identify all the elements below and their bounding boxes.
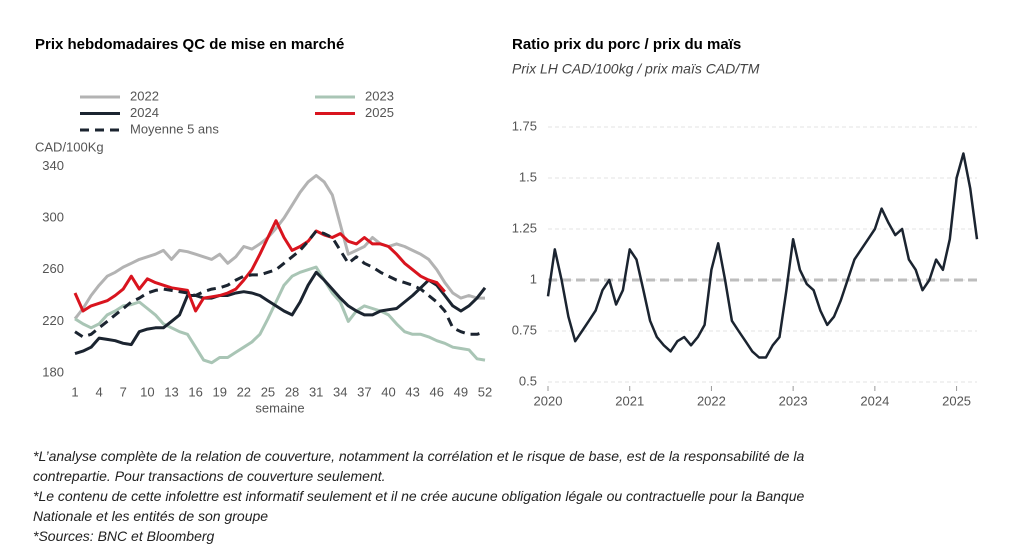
x-tick-label: 31 bbox=[309, 384, 323, 399]
x-tick-label: 49 bbox=[454, 384, 468, 399]
x-tick-label: 22 bbox=[237, 384, 251, 399]
y-tick-label: 340 bbox=[42, 158, 64, 173]
x-tick-label: 16 bbox=[188, 384, 202, 399]
data-line bbox=[74, 229, 486, 339]
note: *Sources: BNC et Bloomberg bbox=[33, 528, 215, 544]
legend-label: 2025 bbox=[365, 105, 394, 120]
y-tick-label: 1.75 bbox=[512, 118, 537, 133]
y-tick-label: 180 bbox=[42, 364, 64, 379]
legend-label: 2023 bbox=[365, 88, 394, 103]
x-tick-label: 46 bbox=[430, 384, 444, 399]
data-line bbox=[74, 270, 487, 356]
x-tick-label: 13 bbox=[164, 384, 178, 399]
x-tick-label: 1 bbox=[71, 384, 78, 399]
legend-label: Moyenne 5 ans bbox=[130, 121, 219, 136]
x-tick-label: 2022 bbox=[697, 393, 726, 408]
x-tick-label: 43 bbox=[405, 384, 419, 399]
y-tick-label: 260 bbox=[42, 261, 64, 276]
x-tick-label: 19 bbox=[212, 384, 226, 399]
x-tick-label: 52 bbox=[478, 384, 492, 399]
y-tick-label: 0.75 bbox=[512, 322, 537, 337]
chart-title: Prix hebdomadaires QC de mise en marché bbox=[35, 36, 344, 53]
x-tick-label: 2023 bbox=[779, 393, 808, 408]
legend-label: 2022 bbox=[130, 88, 159, 103]
x-tick-label: 7 bbox=[120, 384, 127, 399]
chart-title: Ratio prix du porc / prix du maïs bbox=[512, 36, 741, 53]
x-tick-label: 40 bbox=[381, 384, 395, 399]
y-axis-label: CAD/100Kg bbox=[35, 139, 104, 154]
data-line bbox=[546, 152, 979, 359]
x-tick-label: 2024 bbox=[860, 393, 889, 408]
note: *L’analyse complète de la relation de co… bbox=[33, 448, 805, 484]
x-tick-label: 2021 bbox=[615, 393, 644, 408]
footnotes: *L’analyse complète de la relation de co… bbox=[33, 446, 833, 546]
legend-label: 2024 bbox=[130, 105, 159, 120]
y-tick-label: 1 bbox=[530, 271, 537, 286]
data-line bbox=[74, 265, 486, 365]
y-tick-label: 220 bbox=[42, 313, 64, 328]
data-line bbox=[73, 174, 485, 320]
y-tick-label: 1.25 bbox=[512, 220, 537, 235]
data-line bbox=[73, 219, 446, 313]
chart: Prix hebdomadaires QC de mise en marché C… bbox=[35, 36, 979, 415]
y-tick-label: 300 bbox=[42, 210, 64, 225]
chart-subtitle: Prix LH CAD/100kg / prix maïs CAD/TM bbox=[512, 61, 760, 77]
note: *Le contenu de cette infolettre est info… bbox=[33, 488, 805, 524]
x-axis-label: semaine bbox=[255, 400, 304, 415]
x-tick-label: 2020 bbox=[534, 393, 563, 408]
x-tick-label: 2025 bbox=[942, 393, 971, 408]
x-tick-label: 28 bbox=[285, 384, 299, 399]
x-tick-label: 25 bbox=[261, 384, 275, 399]
x-tick-label: 37 bbox=[357, 384, 371, 399]
x-tick-label: 34 bbox=[333, 384, 347, 399]
x-tick-label: 4 bbox=[96, 384, 103, 399]
x-tick-label: 10 bbox=[140, 384, 154, 399]
y-tick-label: 1.5 bbox=[519, 169, 537, 184]
y-tick-label: 0.5 bbox=[519, 373, 537, 388]
